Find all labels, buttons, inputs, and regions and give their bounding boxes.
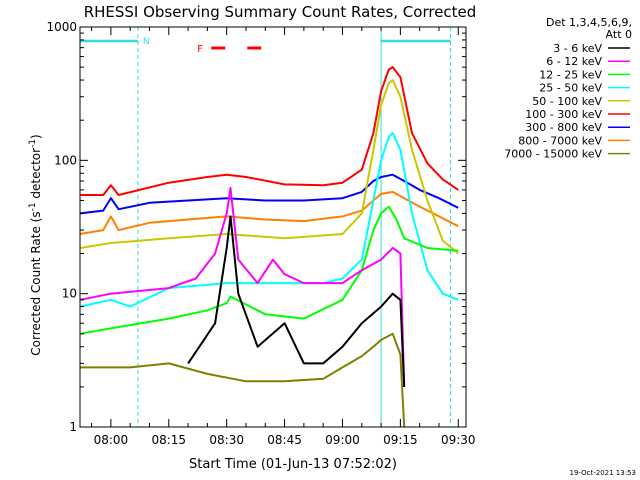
x-tick-label-5: 09:15 xyxy=(383,433,418,447)
series-line-5 xyxy=(80,66,459,196)
y-axis-label-part1: Corrected Count Rate (s xyxy=(29,211,43,355)
night-label: N xyxy=(143,37,150,47)
x-axis-label: Start Time (01-Jun-13 07:52:02) xyxy=(189,457,397,472)
series-line-0 xyxy=(187,215,406,387)
y-axis-label: Corrected Count Rate (s-1 detector-1) xyxy=(28,134,43,355)
legend-label-7: 800 - 7000 keV xyxy=(518,134,602,147)
legend-label-5: 100 - 300 keV xyxy=(525,108,602,121)
legend-label-0: 3 - 6 keV xyxy=(553,42,602,55)
y-axis-label-sup1: -1 xyxy=(28,202,38,211)
legend-label-6: 300 - 800 keV xyxy=(525,121,602,134)
timestamp: 19-Oct-2021 13:53 xyxy=(570,469,636,477)
y-tick-label-0: 1 xyxy=(69,420,77,434)
y-tick-label-3: 1000 xyxy=(46,20,77,34)
legend-label-8: 7000 - 15000 keV xyxy=(504,148,602,161)
y-axis-label-part2: detector xyxy=(29,148,43,203)
legend-label-4: 50 - 100 keV xyxy=(532,95,602,108)
series-line-4 xyxy=(79,79,459,255)
legend-header-line1: Det 1,3,4,5,6,9, xyxy=(546,16,632,29)
legend-label-2: 12 - 25 keV xyxy=(539,68,602,81)
series-line-3 xyxy=(79,132,459,308)
series-line-7 xyxy=(79,190,459,235)
flare-label: F xyxy=(197,44,203,55)
y-axis-label-sup2: -1 xyxy=(28,139,38,148)
x-tick-label-2: 08:30 xyxy=(209,433,244,447)
series-line-2 xyxy=(79,205,459,335)
y-axis-label-part3: ) xyxy=(29,134,43,139)
x-tick-label-3: 08:45 xyxy=(267,433,302,447)
legend-label-3: 25 - 50 keV xyxy=(539,82,602,95)
legend-header-line2: Att 0 xyxy=(606,28,632,41)
legend-label-1: 6 - 12 keV xyxy=(546,55,602,68)
series-line-8 xyxy=(80,332,406,428)
x-tick-label-0: 08:00 xyxy=(94,433,129,447)
x-tick-label-4: 09:00 xyxy=(325,433,360,447)
chart-title: RHESSI Observing Summary Count Rates, Co… xyxy=(84,3,477,21)
x-tick-label-1: 08:15 xyxy=(151,433,186,447)
y-tick-label-2: 100 xyxy=(54,153,77,167)
y-tick-label-1: 10 xyxy=(62,287,77,301)
plot-frame xyxy=(79,26,467,428)
x-tick-label-6: 09:30 xyxy=(441,433,476,447)
series-line-1 xyxy=(79,187,406,387)
